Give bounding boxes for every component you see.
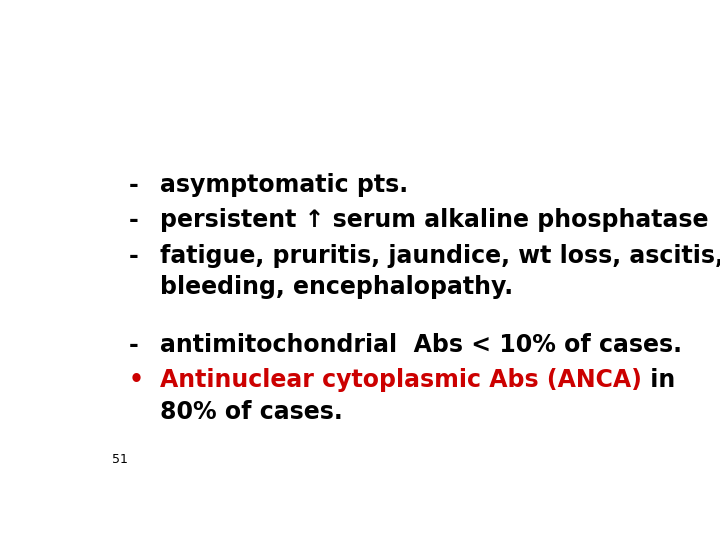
Text: bleeding, encephalopathy.: bleeding, encephalopathy. bbox=[160, 275, 513, 299]
Text: •: • bbox=[129, 368, 144, 393]
Text: 80% of cases.: 80% of cases. bbox=[160, 400, 343, 423]
Text: persistent ↑ serum alkaline phosphatase: persistent ↑ serum alkaline phosphatase bbox=[160, 208, 708, 232]
Text: antimitochondrial  Abs < 10% of cases.: antimitochondrial Abs < 10% of cases. bbox=[160, 333, 682, 357]
Text: -: - bbox=[129, 208, 139, 232]
Text: in: in bbox=[642, 368, 675, 393]
Text: -: - bbox=[129, 244, 139, 268]
Text: asymptomatic pts.: asymptomatic pts. bbox=[160, 173, 408, 197]
Text: Antinuclear cytoplasmic Abs (ANCA): Antinuclear cytoplasmic Abs (ANCA) bbox=[160, 368, 642, 393]
Text: fatigue, pruritis, jaundice, wt loss, ascitis,: fatigue, pruritis, jaundice, wt loss, as… bbox=[160, 244, 720, 268]
Text: 51: 51 bbox=[112, 453, 128, 466]
Text: -: - bbox=[129, 173, 139, 197]
Text: -: - bbox=[129, 333, 139, 357]
